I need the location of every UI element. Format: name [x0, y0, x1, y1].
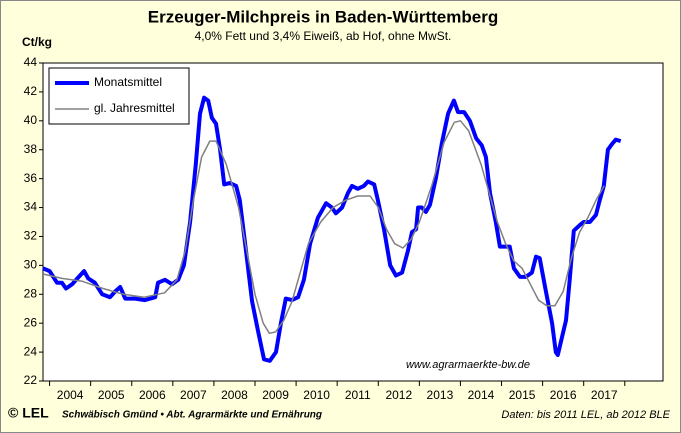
x-tick-label: 2014: [468, 388, 495, 402]
series-line: [42, 95, 622, 363]
y-tick-label: 44: [24, 55, 38, 69]
series-line: [42, 120, 605, 335]
y-tick-label: 34: [24, 200, 38, 214]
y-tick-label: 40: [24, 113, 38, 127]
x-tick-label: 2016: [550, 388, 577, 402]
x-tick-label: 2010: [303, 388, 330, 402]
y-tick-label: 30: [24, 258, 38, 272]
footer-left: Schwäbisch Gmünd • Abt. Agrarmärkte und …: [62, 410, 322, 421]
y-tick-label: 42: [24, 84, 38, 98]
x-tick-label: 2017: [591, 388, 618, 402]
legend-box: [48, 67, 190, 125]
y-tick-label: 38: [24, 142, 38, 156]
x-tick-label: 2011: [345, 388, 371, 402]
footer-logo: © LEL: [8, 405, 49, 421]
x-tick-label: 2005: [98, 388, 125, 402]
chart-subtitle: 4,0% Fett und 3,4% Eiweiß, ab Hof, ohne …: [195, 29, 452, 43]
y-tick-label: 28: [24, 286, 38, 300]
x-tick-label: 2013: [427, 388, 454, 402]
y-axis-label: Ct/kg: [22, 35, 52, 49]
y-tick-label: 24: [24, 344, 38, 358]
x-tick-label: 2007: [180, 388, 207, 402]
x-tick-label: 2012: [385, 388, 412, 402]
x-tick-label: 2008: [221, 388, 248, 402]
x-tick-label: 2009: [262, 388, 289, 402]
footer-right: Daten: bis 2011 LEL, ab 2012 BLE: [501, 409, 670, 421]
annotation: www.agrarmaerkte-bw.de: [406, 359, 530, 371]
x-tick-label: 2006: [139, 388, 166, 402]
chart-title: Erzeuger-Milchpreis in Baden-Württemberg: [148, 7, 498, 26]
y-tick-label: 36: [24, 171, 38, 185]
legend-label: gl. Jahresmittel: [94, 101, 175, 115]
x-tick-label: 2015: [509, 388, 536, 402]
x-tick-label: 2004: [57, 388, 84, 402]
y-tick-label: 22: [24, 373, 38, 387]
legend-label: Monatsmittel: [94, 75, 162, 89]
y-tick-label: 26: [24, 315, 38, 329]
y-tick-label: 32: [24, 229, 38, 243]
